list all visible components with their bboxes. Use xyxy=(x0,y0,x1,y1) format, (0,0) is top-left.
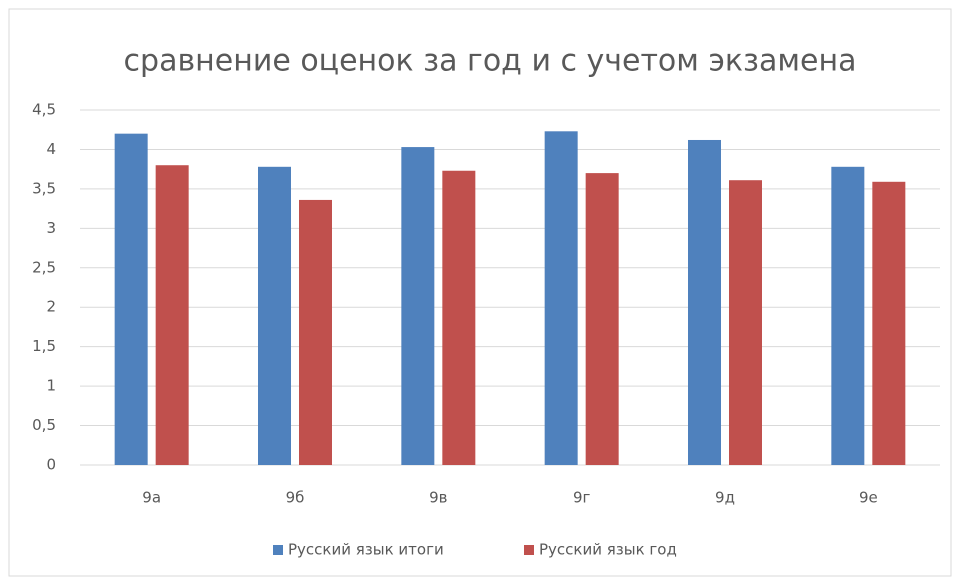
bar xyxy=(831,166,865,466)
bar xyxy=(299,199,332,465)
y-tick-label: 2,5 xyxy=(32,258,56,276)
x-tick-label: 9в xyxy=(429,489,447,507)
y-tick-label: 3,5 xyxy=(32,179,56,197)
bar xyxy=(872,181,906,466)
y-tick-label: 4 xyxy=(46,140,56,158)
y-tick-label: 3 xyxy=(46,219,56,237)
bar xyxy=(442,170,476,465)
x-tick-label: 9г xyxy=(573,489,591,507)
legend-swatch xyxy=(524,545,534,555)
y-tick-label: 2 xyxy=(46,298,56,316)
legend-label: Русский язык год xyxy=(539,541,677,559)
bar xyxy=(729,180,762,465)
bar xyxy=(155,165,189,465)
x-tick-label: 9д xyxy=(715,489,735,507)
bar xyxy=(258,166,291,466)
bar xyxy=(544,131,578,466)
x-tick-label: 9а xyxy=(142,489,161,507)
y-tick-label: 1 xyxy=(46,377,56,395)
legend-label: Русский язык итоги xyxy=(288,541,444,559)
legend-swatch xyxy=(273,545,283,555)
y-tick-label: 0 xyxy=(46,456,56,474)
y-tick-label: 4,5 xyxy=(32,101,56,119)
bar xyxy=(585,173,619,465)
bar xyxy=(401,147,435,466)
bar xyxy=(114,133,148,465)
bar xyxy=(688,139,721,465)
x-tick-label: 9б xyxy=(286,489,305,507)
x-tick-label: 9е xyxy=(859,489,878,507)
y-tick-label: 0,5 xyxy=(32,416,56,434)
chart-title: сравнение оценок за год и с учетом экзам… xyxy=(124,44,857,79)
y-tick-label: 1,5 xyxy=(32,337,56,355)
